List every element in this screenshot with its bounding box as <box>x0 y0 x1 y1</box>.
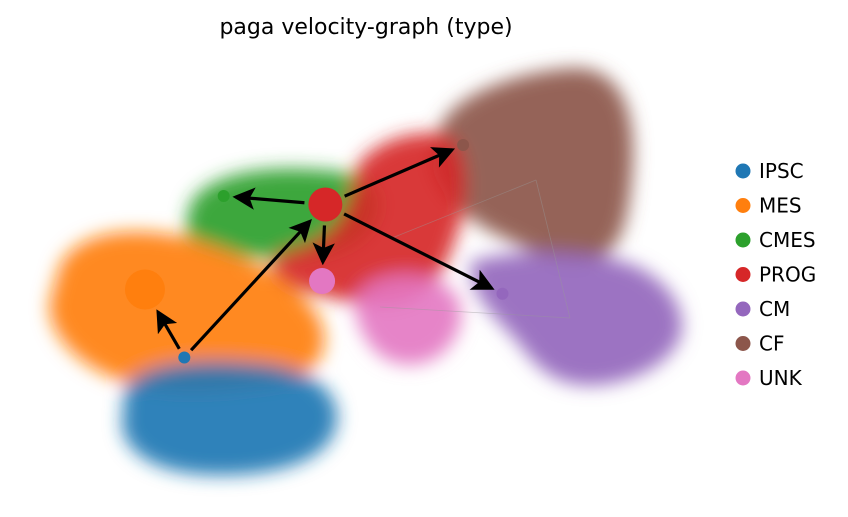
legend-marker-mes <box>735 198 751 213</box>
legend-marker-cf <box>735 336 751 351</box>
legend-label-ipsc: IPSC <box>759 159 804 183</box>
edge-prog-to-cm <box>343 212 495 290</box>
legend: IPSC MES CMES PROG CM CF UNK <box>735 159 816 390</box>
paga-edges <box>156 147 495 352</box>
legend-label-cmes: CMES <box>759 228 816 252</box>
paga-nodes <box>124 139 509 364</box>
legend-label-cf: CF <box>759 332 784 356</box>
legend-marker-ipsc <box>735 163 751 179</box>
legend-label-cm: CM <box>759 297 790 321</box>
legend-marker-prog <box>735 267 751 282</box>
graph-faint-edges <box>379 179 571 319</box>
edge-prog-to-cmes <box>232 187 305 210</box>
node-unk <box>309 268 336 294</box>
edge-ipsc-to-mes <box>156 309 181 350</box>
legend-marker-cmes <box>735 232 751 248</box>
node-cmes <box>217 190 230 202</box>
legend-marker-cm <box>735 301 751 317</box>
node-mes <box>124 269 165 310</box>
legend-label-unk: UNK <box>759 366 803 390</box>
node-ipsc <box>178 351 191 364</box>
edge-ipsc-to-prog <box>189 219 312 352</box>
cloud-mes <box>49 231 325 392</box>
cloud-cm <box>470 252 683 386</box>
node-prog <box>308 187 343 222</box>
node-cm <box>496 287 509 300</box>
cloud-cf <box>432 68 634 262</box>
legend-label-mes: MES <box>759 194 802 218</box>
edge-prog-to-cf <box>344 147 456 198</box>
cloud-ipsc <box>122 361 338 475</box>
chart-title: paga velocity-graph (type) <box>219 15 512 40</box>
cloud-unk <box>355 274 462 365</box>
legend-marker-unk <box>735 370 751 386</box>
node-cf <box>457 139 470 151</box>
edge-prog-to-unk <box>312 225 335 266</box>
legend-label-prog: PROG <box>759 263 816 287</box>
